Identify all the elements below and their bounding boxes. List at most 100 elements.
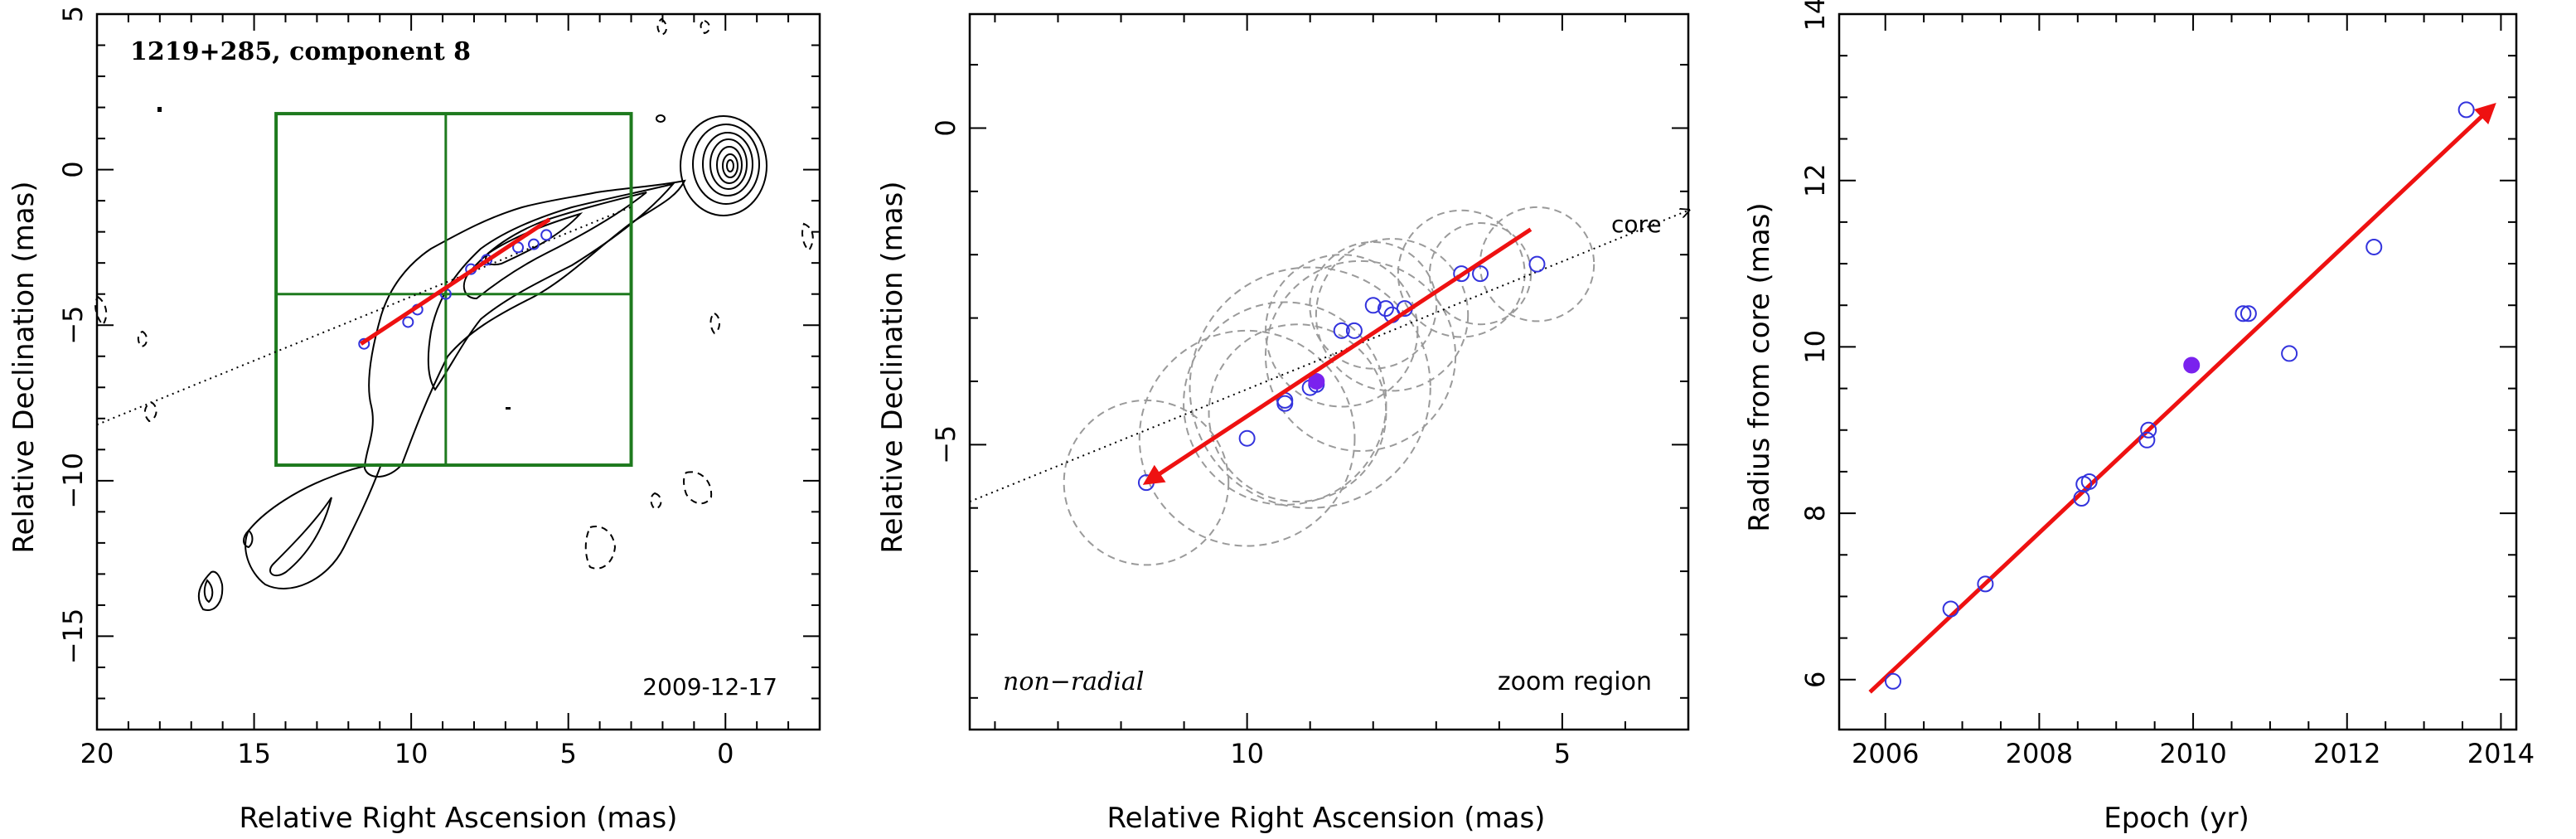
panel-title: 1219+285, component 8 (130, 37, 471, 66)
x-tick-label: 5 (560, 738, 577, 769)
x-tick-label: 20 (80, 738, 114, 769)
fit-arrow-line (1868, 102, 2496, 694)
y-tick-label: −10 (57, 453, 89, 509)
y-tick-label: −5 (930, 425, 961, 464)
y-tick-label: 12 (1799, 163, 1831, 197)
y-axis-label: Relative Declination (mas) (876, 181, 909, 553)
data-point (358, 337, 370, 350)
data-point (2239, 305, 2257, 323)
direction-line (969, 211, 1688, 502)
data-point (2080, 473, 2098, 490)
data-point (1977, 575, 1994, 593)
position-uncertainty-circle (1264, 259, 1457, 452)
plot-frame (1838, 12, 2518, 731)
zoom-region-label: zoom region (1498, 667, 1652, 696)
data-point (540, 229, 553, 241)
data-point (402, 316, 414, 328)
x-axis-label: Relative Right Ascension (mas) (1107, 802, 1546, 835)
highlight-point (1308, 372, 1325, 390)
epoch-points (1884, 101, 2475, 690)
y-tick-label: 0 (930, 119, 961, 136)
position-uncertainty-circle (1397, 209, 1526, 338)
data-point (2138, 431, 2156, 449)
uncertainty-circles (1063, 206, 1595, 566)
x-tick-label: 2012 (2313, 738, 2380, 769)
x-tick-label: 10 (1230, 738, 1264, 769)
x-tick-label: 2008 (2006, 738, 2073, 769)
x-tick-label: 5 (1554, 738, 1571, 769)
position-uncertainty-circle (1428, 222, 1533, 326)
data-point (1528, 255, 1546, 273)
position-uncertainty-circle (1265, 254, 1419, 408)
data-point (1942, 600, 1959, 618)
data-point (1377, 300, 1394, 318)
y-tick-label: 14 (1799, 0, 1831, 31)
data-point (2140, 421, 2157, 439)
y-tick-label: 6 (1799, 672, 1831, 688)
position-uncertainty-circle (1138, 329, 1356, 547)
position-uncertainty-circle (1309, 240, 1438, 370)
zoom-rectangle (274, 112, 633, 468)
data-point (1364, 297, 1382, 314)
y-tick-label: 5 (57, 6, 89, 22)
contour-lines (197, 115, 767, 611)
axes-frame: 10 5 0 −5 (930, 12, 1690, 769)
component-points (358, 229, 553, 350)
x-tick-label: 15 (237, 738, 271, 769)
y-tick-label: 0 (57, 161, 89, 177)
data-point (2281, 345, 2298, 362)
data-point (2235, 305, 2252, 323)
fit-arrow (1868, 102, 2496, 694)
position-uncertainty-circle (1183, 301, 1387, 506)
x-tick-label: 2006 (1852, 738, 1919, 769)
non-radial-label: non−radial (1003, 667, 1144, 696)
data-point (527, 238, 540, 250)
misc-dots (157, 107, 666, 410)
x-tick-label: 0 (717, 738, 734, 769)
y-tick-label: −5 (57, 306, 89, 345)
axes-frame: 20 15 10 5 0 5 0 −5 −10 −15 (57, 6, 821, 769)
direction-line (96, 206, 632, 426)
fit-arrow (360, 217, 551, 346)
component-points (1137, 255, 1546, 492)
highlight-point (2183, 356, 2201, 374)
position-uncertainty-circle (1208, 323, 1387, 503)
plot-frame (968, 12, 1690, 731)
zoom-box (274, 112, 633, 468)
data-point (1333, 322, 1350, 339)
axes-frame: 2006 2008 2010 2012 2014 6 8 10 12 14 (1799, 0, 2535, 769)
negative-contours (94, 17, 814, 570)
data-point (1238, 429, 1256, 447)
data-point (1276, 395, 1294, 412)
core-label: core (1611, 211, 1662, 238)
zoom-panel: 10 5 0 −5 core non−radial zoom region Relat… (876, 12, 1690, 835)
position-uncertainty-circle (1189, 266, 1431, 509)
y-tick-label: 8 (1799, 505, 1831, 521)
data-point (1884, 672, 1901, 690)
position-uncertainty-circle (1479, 206, 1595, 323)
fit-arrow (1142, 227, 1533, 485)
data-point (2457, 101, 2475, 119)
y-axis-label: Relative Declination (mas) (7, 181, 41, 553)
plot-frame (95, 12, 821, 731)
x-axis-label: Epoch (yr) (2104, 802, 2249, 835)
x-tick-label: 2010 (2159, 738, 2226, 769)
date-label: 2009-12-17 (642, 673, 777, 701)
x-tick-label: 10 (395, 738, 429, 769)
x-tick-label: 2014 (2467, 738, 2535, 769)
y-axis-label: Radius from core (mas) (1743, 202, 1776, 531)
contour-map-panel: 20 15 10 5 0 5 0 −5 −10 −15 1219+285, component 8… (7, 6, 821, 835)
fit-arrow-line (1142, 227, 1533, 485)
x-axis-label: Relative Right Ascension (mas) (240, 802, 678, 835)
fit-line (360, 217, 551, 346)
data-point (1453, 265, 1470, 283)
data-point (2365, 238, 2383, 255)
y-tick-label: −15 (57, 609, 89, 665)
data-point (1345, 322, 1363, 339)
data-point (1472, 265, 1489, 283)
y-tick-label: 10 (1799, 330, 1831, 364)
position-uncertainty-circle (1315, 238, 1470, 392)
core-direction-line (96, 206, 632, 426)
